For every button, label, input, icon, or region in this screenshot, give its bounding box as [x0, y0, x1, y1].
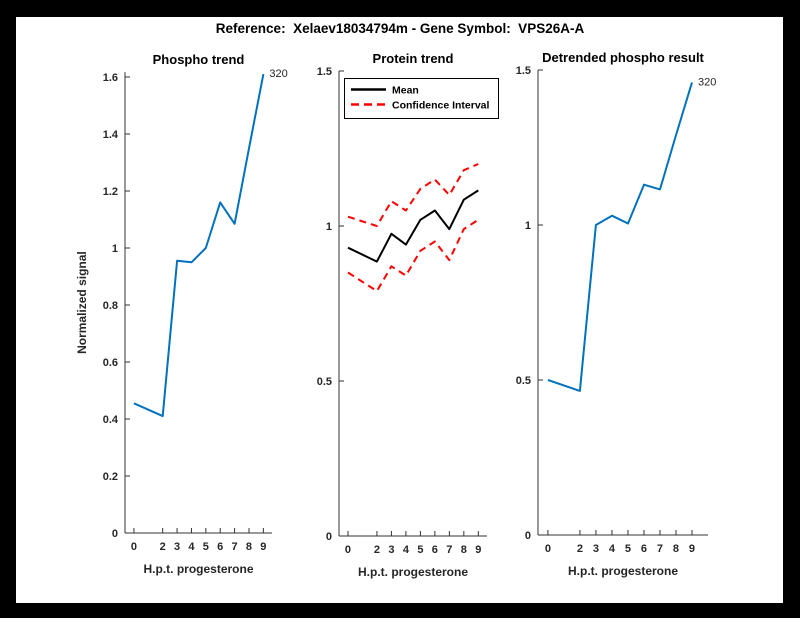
- axes: [124, 72, 272, 534]
- x-tick-label: 8: [673, 543, 679, 555]
- x-tick-label: 2: [577, 543, 583, 555]
- y-tick-label: 1.4: [103, 129, 119, 141]
- x-axis-label: H.p.t. progesterone: [143, 562, 253, 576]
- endpoint-annotation: 320: [269, 68, 287, 80]
- y-tick-label: 1.2: [103, 186, 118, 198]
- x-tick-label: 0: [545, 543, 551, 555]
- y-tick-label: 1.5: [317, 66, 332, 78]
- x-axis-label: H.p.t. progesterone: [358, 565, 468, 579]
- subplot-title: Detrended phospho result: [542, 50, 704, 65]
- x-tick-label: 9: [475, 544, 481, 556]
- phospho-line: [133, 73, 265, 418]
- x-tick-label: 9: [260, 541, 266, 553]
- y-tick-label: 1.5: [516, 65, 531, 77]
- x-axis-label: H.p.t. progesterone: [568, 564, 678, 578]
- legend-entry-label: Mean: [392, 85, 419, 97]
- legend-entry-label: Confidence Interval: [392, 100, 490, 112]
- x-tick-label: 5: [625, 543, 631, 555]
- y-tick-label: 0.5: [317, 376, 332, 388]
- y-tick-label: 0.4: [103, 414, 119, 426]
- subplot-phospho-trend: 0 0.2 0.4 0.6 0.8 1 1.2 1.4 1.6 0 2 3 4 5 6 7 8 9 Phospho …: [75, 52, 288, 576]
- y-axis-label: Normalized signal: [75, 251, 89, 354]
- x-tick-label: 6: [641, 543, 647, 555]
- y-tick-label: 0: [525, 530, 531, 542]
- x-tick-label: 7: [232, 541, 238, 553]
- axes: [338, 71, 487, 537]
- ci-upper-line: [347, 163, 479, 227]
- subplot-protein-trend: 0 0.5 1 1.5 0 2 3 4 5 6 7 8 9 Protein trend H.p.t. pro…: [317, 51, 499, 579]
- figure-title: Reference: Xelaev18034794m - Gene Symbol…: [215, 21, 585, 36]
- legend-box: [344, 78, 499, 119]
- x-tick-label: 5: [417, 544, 423, 556]
- x-tick-label: 2: [160, 541, 166, 553]
- endpoint-annotation: 320: [698, 76, 716, 88]
- x-tick-label: 3: [174, 541, 180, 553]
- y-tick-label: 0: [326, 531, 332, 543]
- x-tick-label: 8: [246, 541, 252, 553]
- axes: [537, 70, 708, 536]
- x-tick-label: 9: [689, 543, 695, 555]
- x-tick-label: 6: [217, 541, 223, 553]
- x-tick-label: 4: [609, 543, 616, 555]
- x-tick-label: 3: [593, 543, 599, 555]
- legend: Mean Confidence Interval: [344, 78, 499, 119]
- x-tick-label: 4: [188, 541, 195, 553]
- y-tick-label: 1.6: [103, 72, 118, 84]
- x-tick-label: 2: [374, 544, 380, 556]
- x-tick-label: 6: [432, 544, 438, 556]
- mean-line: [347, 189, 479, 263]
- x-tick-label: 7: [657, 543, 663, 555]
- detrended-line: [547, 82, 693, 392]
- subplot-title: Phospho trend: [153, 52, 245, 67]
- subplot-title: Protein trend: [373, 51, 454, 66]
- y-tick-label: 0.5: [516, 375, 531, 387]
- subplot-detrended-phospho-result: 0 0.5 1 1.5 0 2 3 4 5 6 7 8 9 Detrended phospho resul…: [516, 50, 717, 578]
- y-tick-label: 0.8: [103, 300, 118, 312]
- y-tick-label: 1: [112, 243, 118, 255]
- y-tick-label: 0.6: [103, 357, 118, 369]
- x-tick-label: 0: [131, 541, 137, 553]
- ci-lower-line: [347, 218, 479, 293]
- y-tick-label: 0.2: [103, 471, 118, 483]
- y-tick-label: 1: [525, 220, 531, 232]
- x-tick-label: 8: [461, 544, 467, 556]
- y-tick-label: 0: [112, 528, 118, 540]
- x-tick-label: 7: [446, 544, 452, 556]
- x-tick-label: 0: [345, 544, 351, 556]
- x-tick-label: 5: [203, 541, 209, 553]
- y-tick-label: 1: [326, 221, 332, 233]
- x-tick-label: 3: [388, 544, 394, 556]
- x-tick-label: 4: [403, 544, 410, 556]
